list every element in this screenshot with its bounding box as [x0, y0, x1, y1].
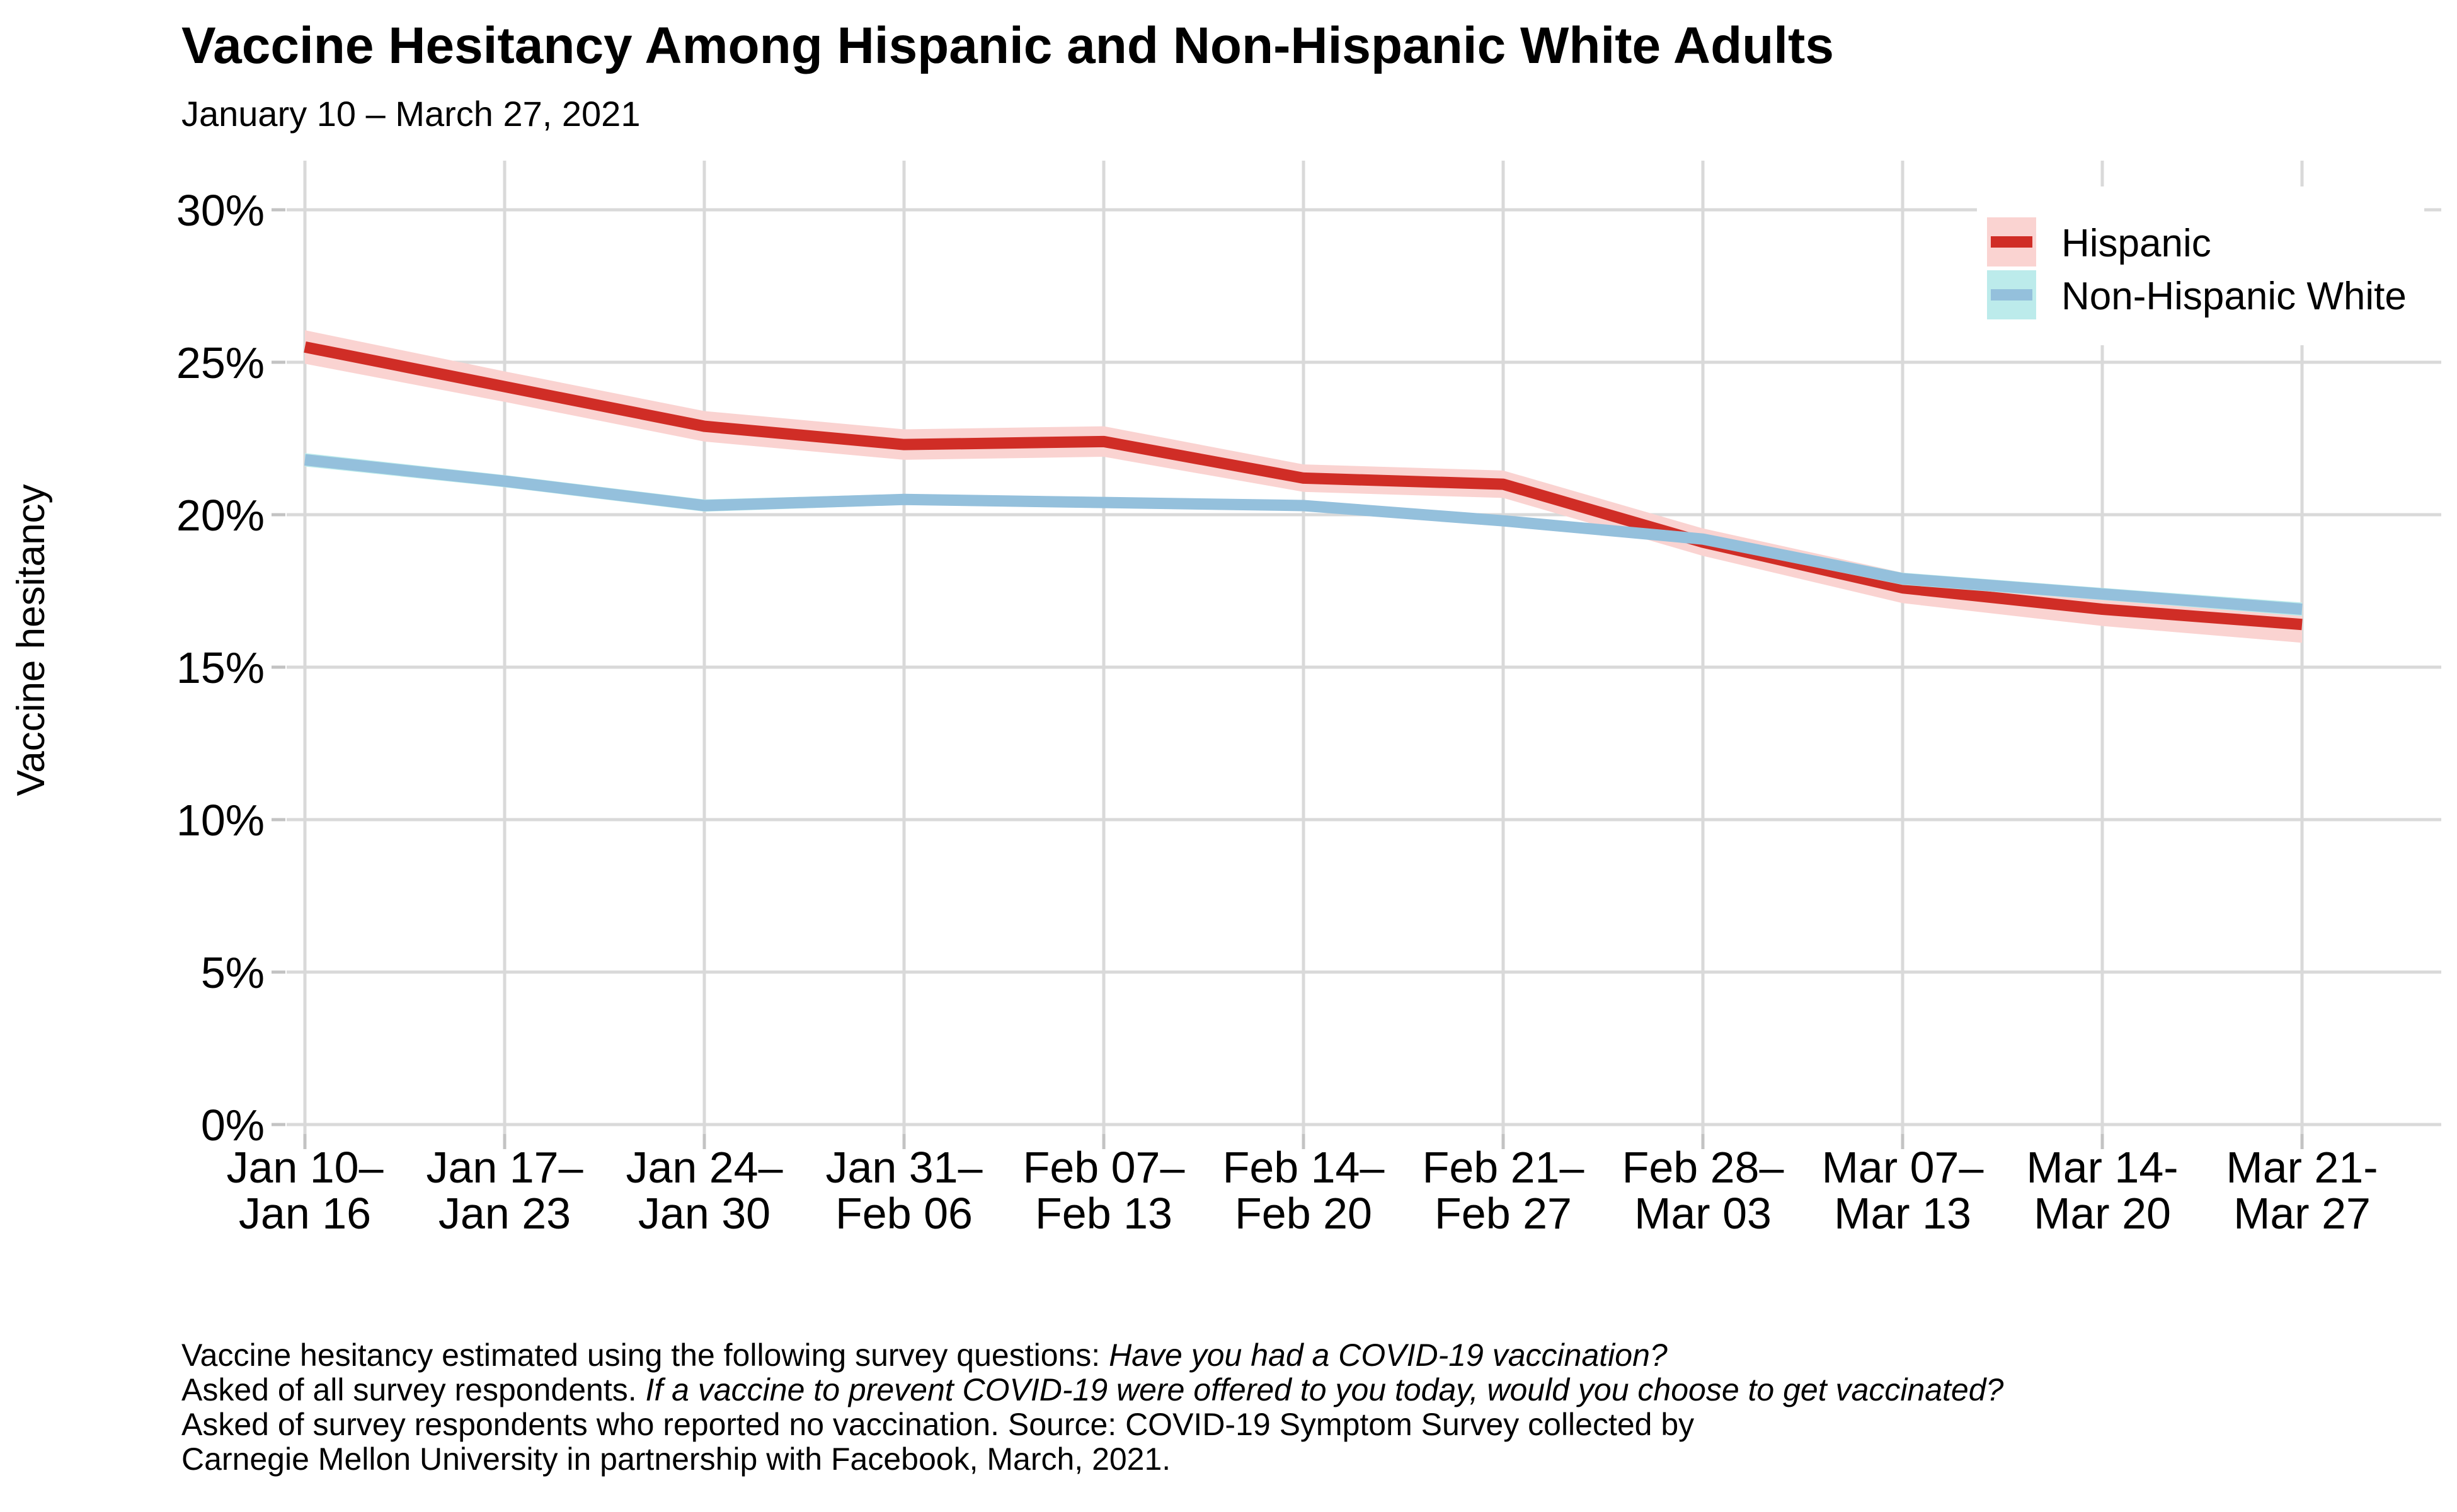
- y-tick-label: 0%: [201, 1101, 265, 1150]
- x-tick-label: Jan 10– Jan 16: [226, 1143, 383, 1238]
- caption-line: Asked of survey respondents who reported…: [181, 1407, 1694, 1442]
- line-non-hispanic-white: [304, 454, 2303, 616]
- chart-subtitle: January 10 – March 27, 2021: [181, 94, 640, 134]
- x-tick-label: Feb 14– Feb 20: [1223, 1143, 1385, 1238]
- y-axis-title: Vaccine hesitancy: [9, 484, 53, 796]
- x-tick-label: Mar 14-Mar 20: [2026, 1143, 2178, 1238]
- caption-line: Asked of all survey respondents. If a va…: [181, 1372, 2004, 1407]
- x-tick-label: Feb 28– Mar 03: [1622, 1143, 1784, 1238]
- legend-label-white: Non-Hispanic White: [2061, 275, 2407, 318]
- y-tick-label: 20%: [176, 491, 265, 540]
- y-tick-label: 10%: [176, 796, 265, 845]
- y-tick-label: 15%: [176, 643, 265, 692]
- y-tick-label: 5%: [201, 948, 265, 997]
- x-tick-label: Feb 07– Feb 13: [1023, 1143, 1185, 1238]
- legend: Hispanic Non-Hispanic White: [1977, 186, 2424, 345]
- caption-line: Carnegie Mellon University in partnershi…: [181, 1441, 1171, 1477]
- legend-label-hispanic: Hispanic: [2061, 222, 2211, 265]
- y-tick-label: 30%: [176, 186, 265, 235]
- caption-line: Vaccine hesitancy estimated using the fo…: [181, 1337, 1668, 1373]
- x-tick-label: Feb 21– Feb 27: [1423, 1143, 1584, 1238]
- line-hispanic: [304, 341, 2303, 631]
- series-layer: [304, 330, 2303, 643]
- y-tick-label: 25%: [176, 338, 265, 387]
- x-tick-label: Mar 21-Mar 27: [2226, 1143, 2378, 1238]
- x-tick-label: Jan 31– Feb 06: [825, 1143, 982, 1238]
- axis-label-layer: 0% 5% 10% 15% 20% 25% 30% Jan 10– Jan 16 Jan 17– J…: [176, 186, 2378, 1238]
- x-tick-label: Jan 24– Jan 30: [626, 1143, 782, 1238]
- caption: Vaccine hesitancy estimated using the fo…: [181, 1337, 2004, 1477]
- chart-title: Vaccine Hesitancy Among Hispanic and Non…: [181, 17, 1834, 74]
- axis-tick-layer: [272, 208, 2304, 1149]
- legend-background: [1977, 186, 2424, 345]
- x-tick-label: Jan 17– Jan 23: [426, 1143, 583, 1238]
- x-tick-label: Mar 07– Mar 13: [1822, 1143, 1984, 1238]
